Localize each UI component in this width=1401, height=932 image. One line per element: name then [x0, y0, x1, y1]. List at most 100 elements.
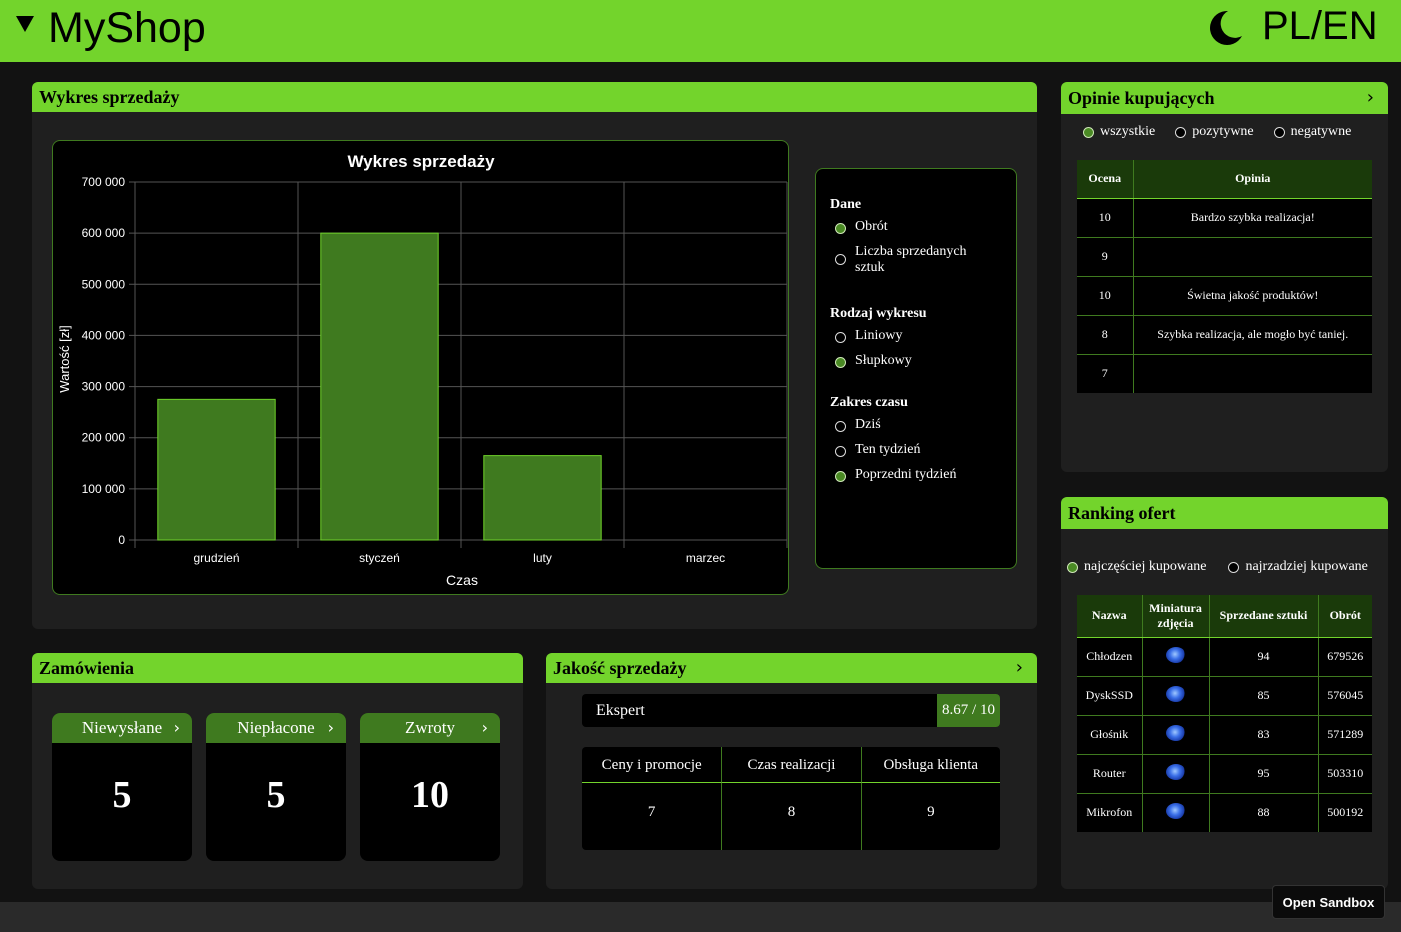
chart-title: Wykres sprzedaży [347, 152, 495, 171]
radio-icon[interactable] [835, 421, 846, 432]
data-option-units[interactable]: Liczba sprzedanych sztuk [830, 244, 1016, 276]
radio-icon[interactable] [1273, 126, 1285, 138]
ranking-header-name: Nazwa [1077, 595, 1142, 638]
quality-header-service: Obsługa klienta [860, 747, 1000, 783]
menu-toggle-icon[interactable] [16, 16, 34, 32]
quality-value-service: 9 [860, 783, 1000, 850]
chart-type-bar[interactable]: Słupkowy [830, 353, 1016, 369]
moon-icon[interactable] [1204, 8, 1244, 48]
chart-y-axis-label: Wartość [zł] [57, 325, 72, 392]
chart-type-title: Rodzaj wykresu [830, 306, 927, 321]
offer-name: Chłodzen [1077, 636, 1142, 676]
radio-icon[interactable] [835, 357, 846, 368]
product-thumbnail-image [1165, 802, 1186, 819]
chart-bar [320, 232, 439, 541]
ranking-panel-title: Ranking ofert [1061, 497, 1388, 529]
offer-revenue: 500192 [1317, 792, 1372, 832]
table-row: 9 [1077, 236, 1372, 276]
option-label: Poprzedni tydzień [855, 467, 957, 482]
offer-revenue: 576045 [1317, 675, 1372, 715]
chevron-right-icon[interactable]: › [173, 718, 180, 737]
language-switch[interactable]: PL/EN [1262, 4, 1378, 48]
orders-returns-label: Zwroty [404, 718, 456, 737]
review-text: Szybka realizacja, ale mogło być taniej. [1132, 314, 1372, 354]
quality-header-prices: Ceny i promocje [582, 747, 722, 783]
range-today[interactable]: Dziś [830, 417, 1016, 433]
chevron-right-icon[interactable]: › [1015, 657, 1023, 678]
top-bar: MyShop PL/EN [0, 0, 1401, 62]
quality-panel-header[interactable]: Jakość sprzedaży › [546, 653, 1037, 683]
table-row: Router 95 503310 [1077, 753, 1372, 793]
orders-returns[interactable]: Zwroty › 10 [360, 713, 500, 861]
bottom-bar [0, 902, 1401, 932]
data-option-turnover[interactable]: Obrót [830, 219, 1016, 235]
orders-unpaid[interactable]: Niepłacone › 5 [206, 713, 346, 861]
option-label: Dziś [855, 417, 881, 432]
data-options-group: Dane Obrót Liczba sprzedanych sztuk [830, 197, 1016, 276]
chevron-right-icon[interactable]: › [327, 718, 334, 737]
table-row: 8 Szybka realizacja, ale mogło być taniej… [1077, 314, 1372, 354]
orders-unsent-header[interactable]: Niewysłane › [52, 713, 192, 743]
open-sandbox-button[interactable]: Open Sandbox [1272, 885, 1385, 919]
offer-thumbnail [1141, 714, 1209, 754]
chart-x-axis-label: Czas [446, 572, 478, 588]
reviews-filter-all[interactable]: wszystkie [1083, 124, 1155, 140]
reviews-filter: wszystkie pozytywne negatywne [1083, 124, 1351, 140]
range-last-week[interactable]: Poprzedni tydzień [830, 467, 1016, 483]
chevron-right-icon[interactable]: › [481, 718, 488, 737]
orders-unsent[interactable]: Niewysłane › 5 [52, 713, 192, 861]
quality-score: 8.67 / 10 [937, 694, 1000, 727]
radio-icon[interactable] [1083, 126, 1094, 138]
filter-label: najczęściej kupowane [1084, 559, 1207, 574]
product-thumbnail-image [1165, 763, 1186, 780]
offer-thumbnail [1141, 753, 1209, 793]
radio-icon[interactable] [1067, 561, 1078, 573]
option-label: Obrót [855, 219, 888, 234]
table-row: 10 Bardzo szybka realizacja! [1077, 197, 1372, 237]
quality-table: Ceny i promocje Czas realizacji Obsługa … [582, 747, 1000, 850]
sales-panel-title: Wykres sprzedaży [32, 82, 1037, 112]
time-range-title: Zakres czasu [830, 395, 908, 410]
table-row: Głośnik 83 571289 [1077, 714, 1372, 754]
radio-icon[interactable] [835, 223, 846, 234]
reviews-header-opinion: Opinia [1132, 160, 1372, 199]
chart-x-tick-label: marzec [686, 551, 725, 565]
ranking-table: Nazwa Miniatura zdjęcia Sprzedane sztuki… [1077, 595, 1372, 832]
radio-icon[interactable] [1175, 126, 1187, 138]
review-rating: 10 [1077, 197, 1133, 237]
radio-icon[interactable] [835, 471, 846, 482]
range-this-week[interactable]: Ten tydzień [830, 442, 1016, 458]
ranking-panel: Ranking ofert najczęściej kupowane najrz… [1061, 497, 1388, 889]
quality-panel: Jakość sprzedaży › Ekspert 8.67 / 10 Ceny… [546, 653, 1037, 889]
radio-icon[interactable] [835, 446, 846, 457]
orders-unpaid-header[interactable]: Niepłacone › [206, 713, 346, 743]
quality-panel-title: Jakość sprzedaży [553, 658, 687, 678]
reviews-filter-positive[interactable]: pozytywne [1175, 124, 1254, 140]
app-title[interactable]: MyShop [48, 4, 206, 52]
option-label: Liniowy [855, 328, 903, 343]
chart-bar [157, 398, 276, 541]
radio-icon[interactable] [835, 254, 846, 265]
review-text [1132, 236, 1372, 276]
offer-sold: 88 [1208, 792, 1318, 832]
ranking-filter-most[interactable]: najczęściej kupowane [1067, 559, 1206, 575]
reviews-filter-negative[interactable]: negatywne [1273, 124, 1351, 140]
reviews-panel-header[interactable]: Opinie kupujących › [1061, 82, 1388, 114]
data-options-title: Dane [830, 197, 862, 212]
ranking-header-sold: Sprzedane sztuki [1208, 595, 1318, 638]
chart-type-line[interactable]: Liniowy [830, 328, 1016, 344]
ranking-filter-least[interactable]: najrzadziej kupowane [1228, 559, 1368, 575]
radio-icon[interactable] [1228, 561, 1240, 573]
chart-x-tick-label: luty [533, 551, 552, 565]
table-row: DyskSSD 85 576045 [1077, 675, 1372, 715]
reviews-panel-title: Opinie kupujących [1068, 88, 1215, 108]
reviews-table: Ocena Opinia 10 Bardzo szybka realizacja!… [1077, 160, 1372, 393]
offer-revenue: 571289 [1317, 714, 1372, 754]
quality-value-time: 8 [721, 783, 860, 850]
chevron-right-icon[interactable]: › [1366, 87, 1374, 108]
orders-returns-header[interactable]: Zwroty › [360, 713, 500, 743]
orders-panel: Zamówienia Niewysłane › 5 Niepłacone › 5 Z… [32, 653, 523, 889]
offer-thumbnail [1141, 792, 1209, 832]
radio-icon[interactable] [835, 332, 846, 343]
chart-y-tick-label: 400 000 [82, 328, 126, 342]
